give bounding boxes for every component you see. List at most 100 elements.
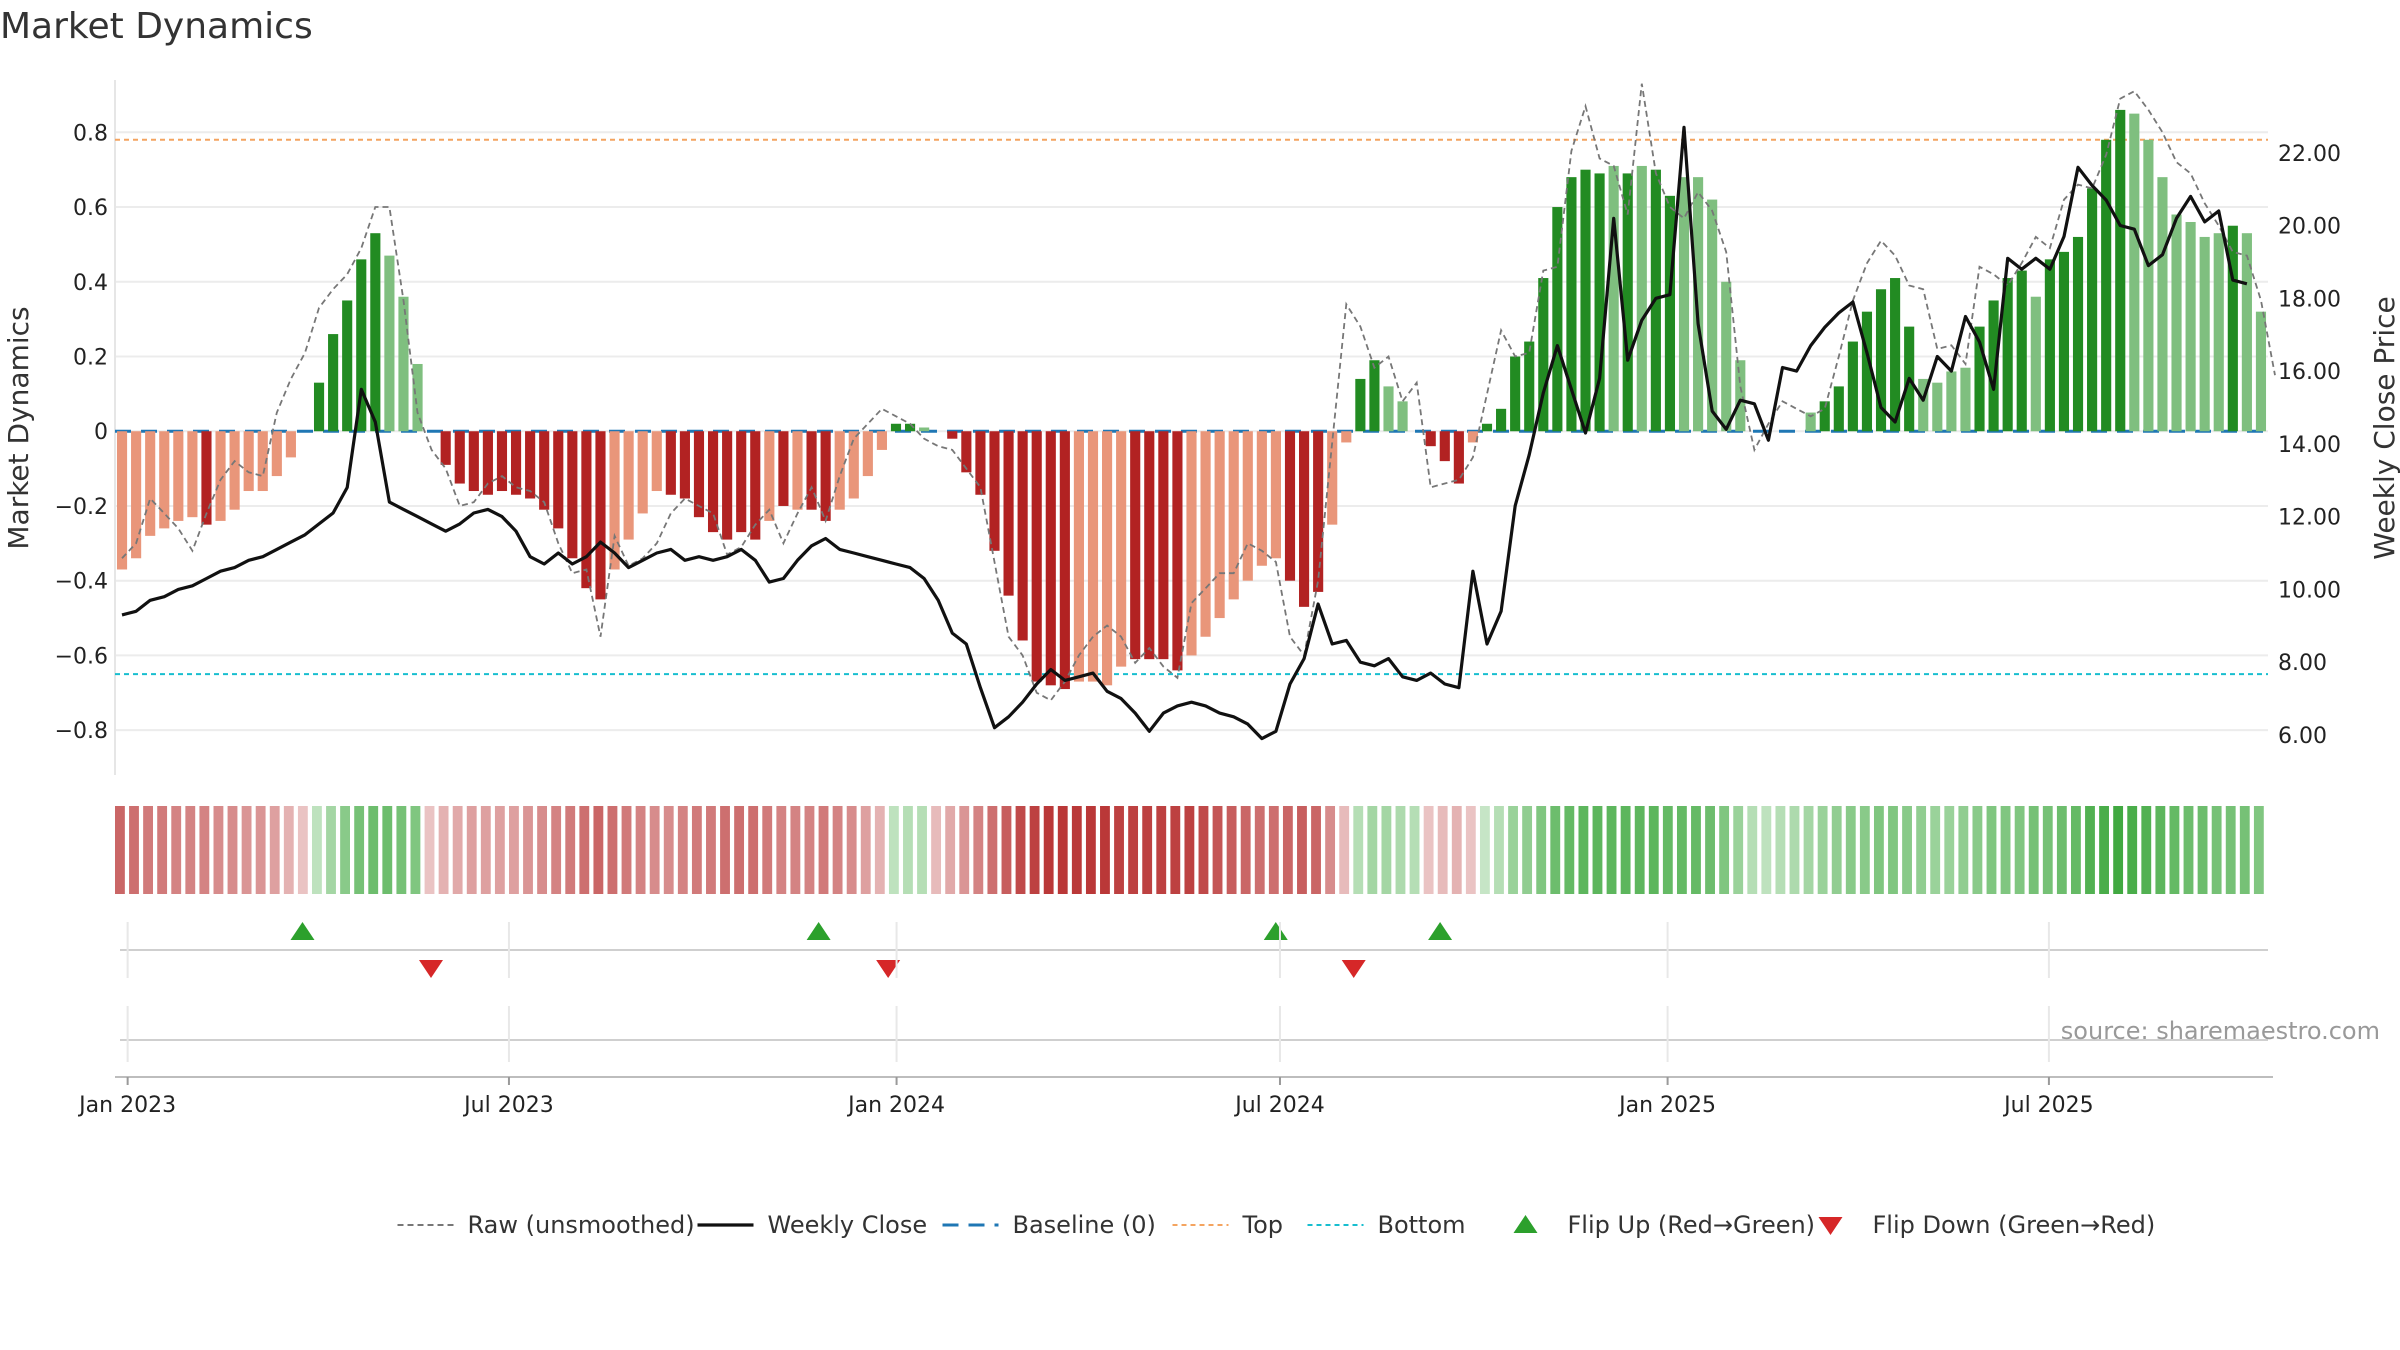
legend-label: Raw (unsmoothed) xyxy=(468,1211,695,1239)
bar xyxy=(356,259,367,432)
strip-cell xyxy=(396,806,407,894)
bar xyxy=(1087,431,1099,682)
bar xyxy=(989,431,1000,551)
bar xyxy=(2016,270,2027,432)
bar xyxy=(750,431,761,540)
strip-cell xyxy=(1691,806,1701,894)
bar xyxy=(496,431,508,492)
bar xyxy=(2171,214,2182,432)
x-tick-label: Jan 2023 xyxy=(77,1093,176,1118)
bar xyxy=(1327,431,1338,525)
bar xyxy=(131,431,142,559)
strip-cell xyxy=(494,806,505,894)
bar xyxy=(2129,113,2140,432)
flip-down-marker xyxy=(1341,960,1366,978)
bar xyxy=(454,431,465,484)
bar xyxy=(679,431,690,499)
strip-cell xyxy=(297,806,308,894)
bar xyxy=(947,431,958,439)
strip-cell xyxy=(1451,806,1462,894)
strip-cell xyxy=(1465,806,1476,894)
bar xyxy=(1538,278,1549,432)
strip-cell xyxy=(1268,806,1279,894)
strip-cell xyxy=(1311,806,1321,894)
bar xyxy=(961,431,972,473)
bar xyxy=(848,431,859,499)
right-axis-label: Weekly Close Price xyxy=(2368,296,2400,559)
flip-down-marker xyxy=(876,960,901,978)
strip-cell xyxy=(185,806,196,894)
strip-cell xyxy=(1972,806,1983,894)
legend-item: Weekly Close xyxy=(697,1211,927,1239)
strip-cell xyxy=(255,806,266,894)
close-series-line xyxy=(121,125,2248,741)
strip-cell xyxy=(860,806,871,894)
strip-cell xyxy=(129,806,139,894)
strip-cell xyxy=(607,806,618,894)
left-tick-label: −0.2 xyxy=(55,495,108,520)
bar xyxy=(1172,431,1183,671)
left-tick-label: −0.4 xyxy=(55,570,108,595)
bar xyxy=(609,431,620,570)
bar xyxy=(975,431,986,495)
strip-cell xyxy=(945,806,956,894)
strip-cell xyxy=(1071,806,1082,894)
strip-cell xyxy=(2028,806,2039,894)
legend-label: Flip Up (Red→Green) xyxy=(1568,1211,1816,1239)
bar xyxy=(1960,367,1971,432)
strip-cell xyxy=(1930,806,1941,894)
page-title: Market Dynamics xyxy=(0,6,313,47)
bar xyxy=(1890,278,1901,432)
strip-cell xyxy=(1437,806,1448,894)
bar xyxy=(1144,431,1155,660)
main-grid xyxy=(114,80,2268,775)
bar xyxy=(2002,278,2013,432)
strip-cell xyxy=(663,806,674,894)
left-axis-label: Market Dynamics xyxy=(2,306,35,549)
strip-cell xyxy=(1297,806,1307,894)
strip-cell xyxy=(312,806,322,894)
strip-cell xyxy=(410,806,421,894)
bar xyxy=(1130,431,1141,660)
legend-item: Top xyxy=(1172,1211,1283,1239)
left-tick-label: 0.8 xyxy=(73,121,108,146)
strip-cell xyxy=(1747,806,1758,894)
strip-cell xyxy=(593,806,604,894)
right-tick-label: 10.00 xyxy=(2278,578,2341,603)
bar xyxy=(229,431,240,510)
bar xyxy=(215,431,226,521)
strip-cell xyxy=(143,806,153,894)
left-tick-label: −0.8 xyxy=(55,719,108,744)
strip-cell xyxy=(649,806,660,894)
flip-up-marker xyxy=(1263,922,1288,940)
x-tick-label: Jul 2024 xyxy=(1233,1093,1325,1118)
bar xyxy=(1566,177,1577,432)
strip-cell xyxy=(171,806,182,894)
bar xyxy=(2255,311,2267,432)
strip-cell xyxy=(1212,806,1223,894)
bar xyxy=(440,431,451,465)
strip-cell xyxy=(509,806,519,894)
strip-cell xyxy=(2211,806,2222,894)
bar xyxy=(1439,431,1450,462)
bar xyxy=(1946,371,1957,432)
bar xyxy=(651,431,662,492)
legend-item: Baseline (0) xyxy=(942,1211,1156,1239)
bar xyxy=(1608,165,1619,432)
bar xyxy=(1242,431,1253,581)
strip-cell xyxy=(1240,806,1251,894)
strip-cell xyxy=(1184,806,1195,894)
strip-cell xyxy=(438,806,449,894)
legend: Raw (unsmoothed) Weekly Close Baseline (0)… xyxy=(397,1211,2155,1239)
strip-cell xyxy=(227,806,238,894)
bar xyxy=(1622,173,1633,432)
strip-cell xyxy=(1381,806,1392,894)
bar xyxy=(1594,173,1605,432)
bar xyxy=(1861,311,1873,432)
bar xyxy=(2072,236,2084,432)
strip-cell xyxy=(340,806,351,894)
right-tick-label: 12.00 xyxy=(2278,506,2341,531)
strip-cell xyxy=(2183,806,2194,894)
bar xyxy=(1707,199,1718,432)
bar xyxy=(285,431,296,458)
